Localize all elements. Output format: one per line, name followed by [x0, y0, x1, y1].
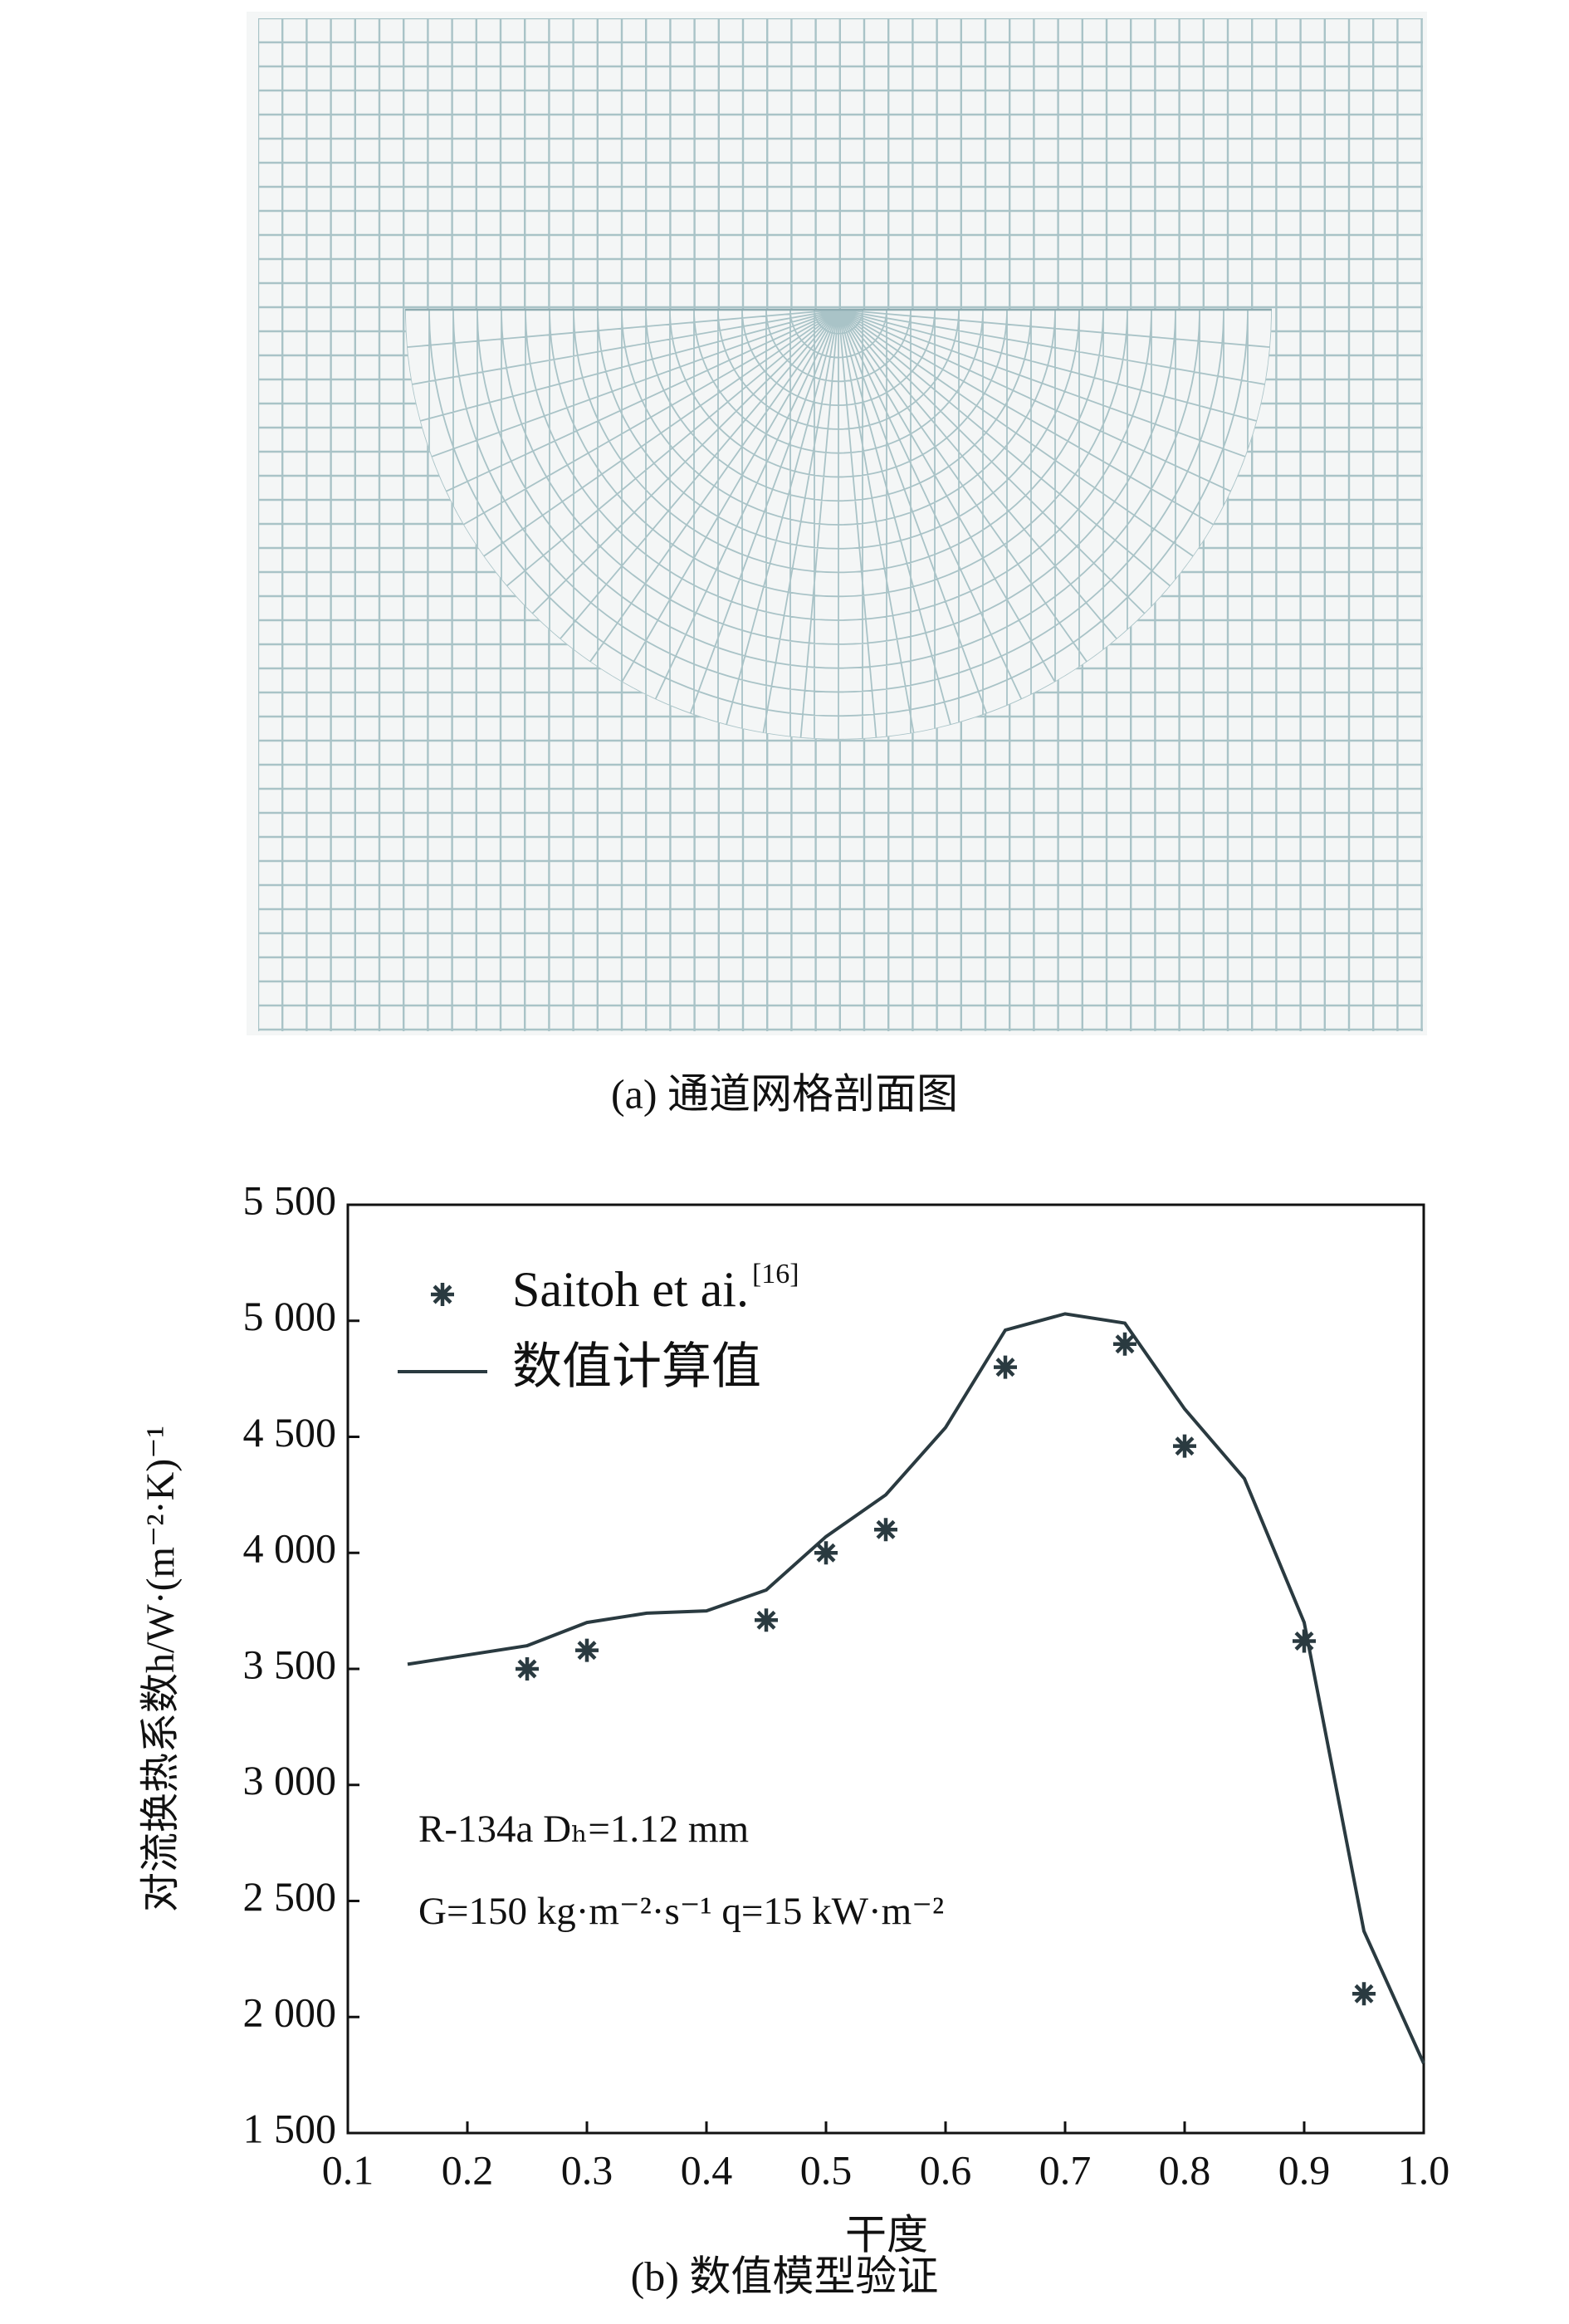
- annotation: R-134a Dₕ=1.12 mm: [418, 1808, 749, 1851]
- x-tick-label: 1.0: [1398, 2146, 1450, 2193]
- y-tick-label: 1 500: [243, 2105, 337, 2151]
- y-tick-label: 3 500: [243, 1641, 337, 1687]
- x-tick-label: 0.6: [920, 2146, 972, 2193]
- plot-frame: [346, 1203, 1425, 2135]
- scatter-point: [1352, 1982, 1376, 2006]
- y-tick-label: 4 000: [243, 1525, 337, 1572]
- x-tick-label: 0.7: [1039, 2146, 1092, 2193]
- x-axis-label: 干度: [845, 2211, 928, 2258]
- annotation: G=150 kg·m⁻²·s⁻¹ q=15 kW·m⁻²: [418, 1890, 944, 1933]
- y-axis-label: 对流换热系数h/W·(m⁻²·K)⁻¹: [139, 1426, 183, 1912]
- x-tick-label: 0.3: [561, 2146, 613, 2193]
- y-tick-label: 4 500: [243, 1409, 337, 1456]
- x-tick-label: 0.5: [800, 2146, 853, 2193]
- x-tick-label: 0.1: [322, 2146, 374, 2193]
- x-tick-label: 0.8: [1159, 2146, 1211, 2193]
- x-tick-label: 0.9: [1278, 2146, 1331, 2193]
- mesh-lines: [405, 310, 1272, 740]
- scatter-point: [575, 1638, 599, 1662]
- legend-superscript: [16]: [752, 1259, 799, 1289]
- caption-b: (b) 数值模型验证: [631, 2253, 939, 2299]
- y-tick-label: 2 000: [243, 1989, 337, 2036]
- y-tick-label: 5 500: [243, 1177, 337, 1223]
- legend-label: 数值计算值: [512, 1339, 761, 1394]
- legend-label: Saitoh et ai.: [512, 1262, 749, 1317]
- scatter-point: [755, 1608, 778, 1632]
- scatter-point: [814, 1541, 838, 1565]
- y-tick-label: 3 000: [243, 1757, 337, 1803]
- scatter-point: [994, 1355, 1017, 1379]
- x-tick-label: 0.2: [442, 2146, 494, 2193]
- inner-mesh: [405, 310, 1272, 740]
- scatter-point: [516, 1657, 539, 1681]
- caption-a: (a) 通道网格剖面图: [611, 1070, 958, 1117]
- y-tick-label: 5 000: [243, 1293, 337, 1339]
- scatter-point: [1113, 1332, 1136, 1356]
- legend-marker: [431, 1283, 454, 1306]
- scatter-point: [1293, 1629, 1316, 1653]
- y-tick-label: 2 500: [243, 1873, 337, 1920]
- x-tick-label: 0.4: [681, 2146, 733, 2193]
- data-line: [407, 1312, 1425, 2064]
- scatter-point: [874, 1518, 897, 1542]
- scatter-point: [1173, 1434, 1196, 1458]
